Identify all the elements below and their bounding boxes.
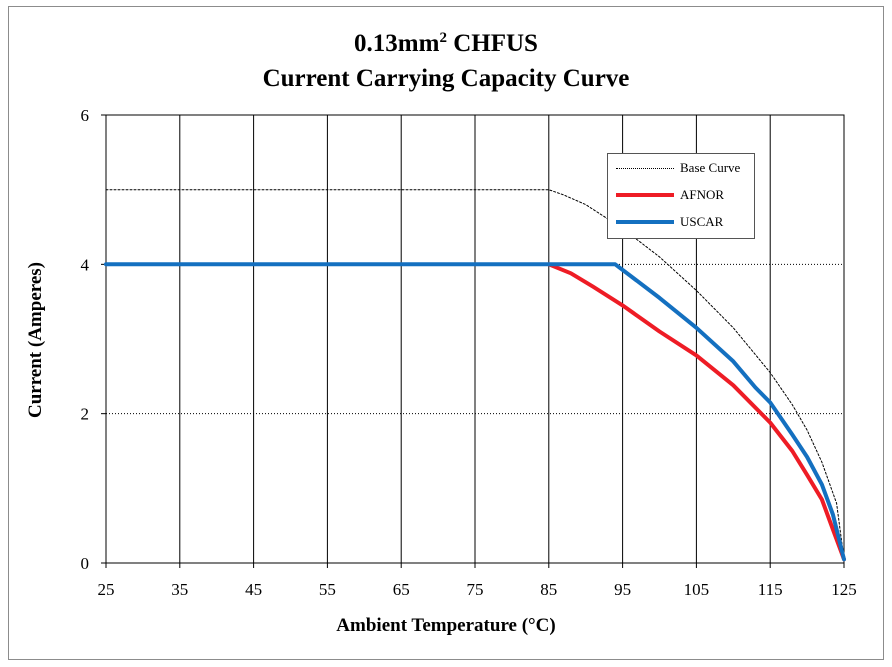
x-tick-label: 55	[319, 580, 336, 599]
x-tick-label: 65	[393, 580, 410, 599]
x-tick-label: 115	[758, 580, 783, 599]
legend-label-uscar: USCAR	[680, 214, 724, 229]
y-axis-label: Current (Amperes)	[25, 261, 46, 419]
chart-subtitle: Current Carrying Capacity Curve	[262, 65, 630, 92]
y-tick-label: 6	[81, 106, 90, 125]
x-tick-label: 45	[245, 580, 262, 599]
legend-label-base-curve: Base Curve	[680, 160, 741, 175]
legend-label-afnor: AFNOR	[680, 187, 725, 202]
series-line-base-curve	[105, 189, 845, 560]
chart-title: 0.13mm2 CHFUS	[0, 30, 892, 58]
series-line-uscar	[104, 262, 846, 562]
x-tick-label: 75	[467, 580, 484, 599]
legend: Base Curve AFNOR USCAR	[607, 153, 755, 239]
x-tick-label: 35	[171, 580, 188, 599]
legend-item-base-curve: Base Curve	[616, 159, 752, 179]
x-tick-label: 95	[614, 580, 631, 599]
y-tick-label: 4	[81, 255, 90, 274]
legend-swatch-afnor	[616, 193, 674, 197]
y-tick-label: 2	[81, 405, 90, 424]
series-line-afnor	[546, 262, 846, 562]
x-tick-label: 105	[684, 580, 710, 599]
x-tick-label: 85	[540, 580, 557, 599]
chart-title-rest: CHFUS	[446, 30, 538, 57]
legend-item-afnor: AFNOR	[616, 186, 752, 206]
legend-swatch-uscar	[616, 220, 674, 224]
legend-swatch-base-curve	[616, 168, 674, 169]
x-axis-label: Ambient Temperature (°C)	[336, 615, 556, 636]
x-tick-label: 125	[831, 580, 857, 599]
legend-item-uscar: USCAR	[616, 213, 752, 233]
chart-title-main: 0.13mm	[354, 30, 440, 57]
chart-title-superscript: 2	[439, 30, 447, 46]
x-tick-label: 25	[98, 580, 115, 599]
y-tick-label: 0	[81, 554, 90, 573]
